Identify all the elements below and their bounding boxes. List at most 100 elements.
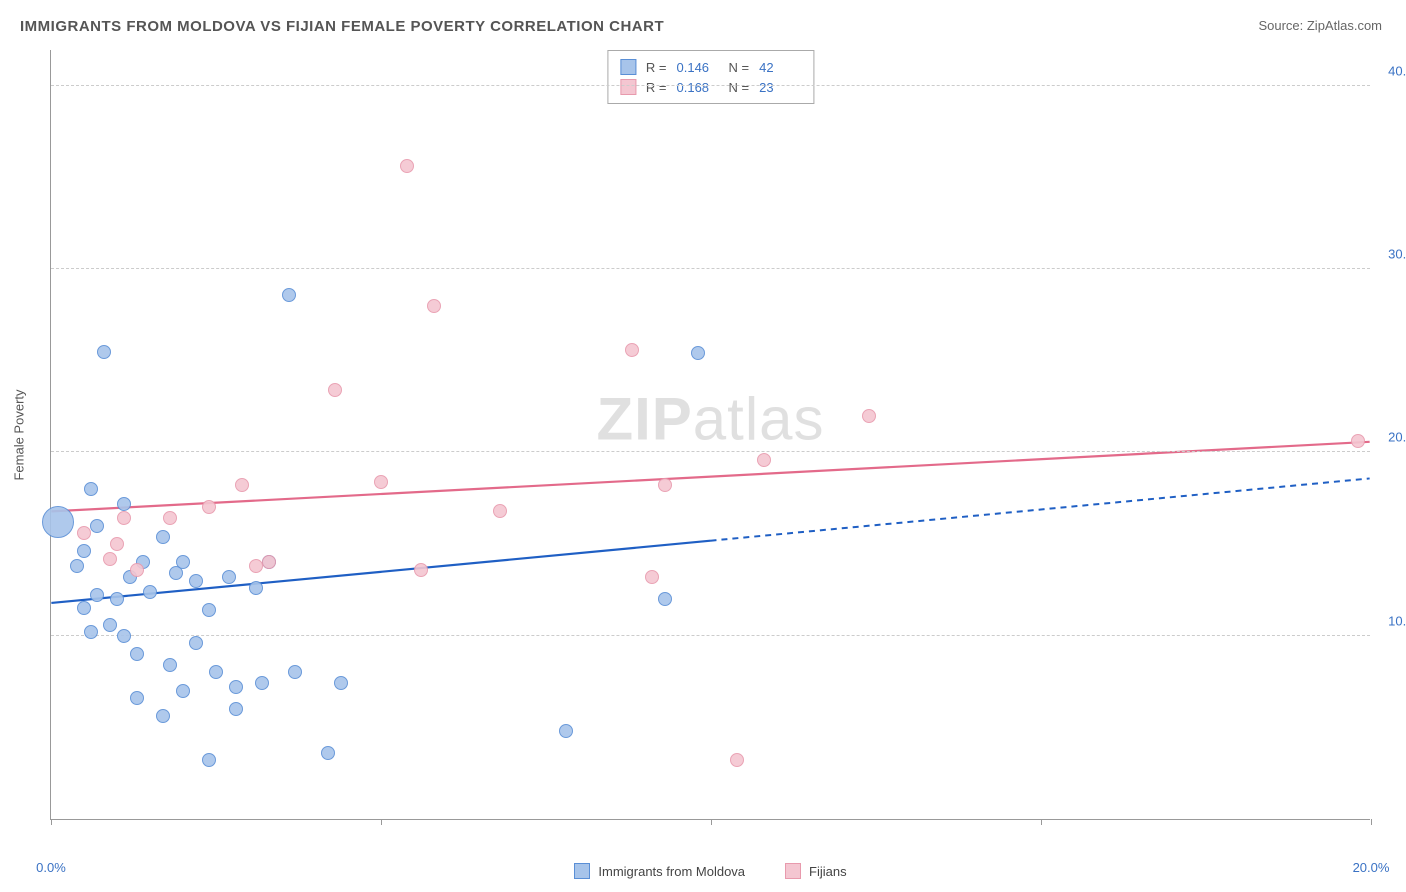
data-point — [202, 603, 216, 617]
data-point — [143, 585, 157, 599]
gridline — [51, 268, 1370, 269]
x-tick-label: 20.0% — [1353, 860, 1390, 875]
data-point — [328, 383, 342, 397]
data-point — [189, 574, 203, 588]
stat-r-2: 0.168 — [677, 80, 719, 95]
legend-item-2: Fijians — [785, 863, 847, 879]
data-point — [625, 343, 639, 357]
data-point — [288, 665, 302, 679]
data-point — [103, 552, 117, 566]
stat-r-label: R = — [646, 60, 667, 75]
data-point — [222, 570, 236, 584]
data-point — [90, 588, 104, 602]
data-point — [414, 563, 428, 577]
data-point — [730, 753, 744, 767]
data-point — [229, 680, 243, 694]
trend-lines — [51, 50, 1370, 819]
data-point — [84, 625, 98, 639]
legend-label-1: Immigrants from Moldova — [598, 864, 745, 879]
stats-legend: R = 0.146 N = 42 R = 0.168 N = 23 — [607, 50, 814, 104]
data-point — [1351, 434, 1365, 448]
data-point — [117, 511, 131, 525]
y-tick-label: 30.0% — [1375, 247, 1406, 262]
bottom-legend: Immigrants from Moldova Fijians — [51, 863, 1370, 879]
data-point — [249, 581, 263, 595]
data-point — [130, 691, 144, 705]
chart-plot-area: Female Poverty ZIPatlas R = 0.146 N = 42… — [50, 50, 1370, 820]
x-tick — [51, 819, 52, 825]
data-point — [427, 299, 441, 313]
stat-r-label-2: R = — [646, 80, 667, 95]
data-point — [84, 482, 98, 496]
data-point — [176, 684, 190, 698]
data-point — [400, 159, 414, 173]
data-point — [229, 702, 243, 716]
data-point — [130, 647, 144, 661]
data-point — [110, 537, 124, 551]
watermark: ZIPatlas — [596, 385, 824, 454]
data-point — [321, 746, 335, 760]
stats-row-2: R = 0.168 N = 23 — [620, 77, 801, 97]
data-point — [658, 478, 672, 492]
data-point — [103, 618, 117, 632]
data-point — [77, 526, 91, 540]
x-tick — [381, 819, 382, 825]
data-point — [110, 592, 124, 606]
stat-n-label: N = — [729, 60, 750, 75]
data-point — [249, 559, 263, 573]
data-point — [117, 497, 131, 511]
x-tick — [711, 819, 712, 825]
data-point — [282, 288, 296, 302]
data-point — [757, 453, 771, 467]
data-point — [202, 753, 216, 767]
data-point — [374, 475, 388, 489]
x-tick — [1371, 819, 1372, 825]
data-point — [255, 676, 269, 690]
data-point — [90, 519, 104, 533]
stats-row-1: R = 0.146 N = 42 — [620, 57, 801, 77]
data-point — [559, 724, 573, 738]
stat-n-2: 23 — [759, 80, 801, 95]
x-tick — [1041, 819, 1042, 825]
gridline — [51, 635, 1370, 636]
stat-n-label-2: N = — [729, 80, 750, 95]
data-point — [156, 709, 170, 723]
data-point — [77, 601, 91, 615]
data-point — [42, 506, 74, 538]
data-point — [209, 665, 223, 679]
data-point — [156, 530, 170, 544]
watermark-rest: atlas — [693, 386, 825, 453]
data-point — [235, 478, 249, 492]
legend-swatch-1 — [574, 863, 590, 879]
swatch-series-2 — [620, 79, 636, 95]
data-point — [493, 504, 507, 518]
y-tick-label: 10.0% — [1375, 613, 1406, 628]
data-point — [77, 544, 91, 558]
y-tick-label: 40.0% — [1375, 63, 1406, 78]
data-point — [691, 346, 705, 360]
data-point — [645, 570, 659, 584]
data-point — [189, 636, 203, 650]
data-point — [862, 409, 876, 423]
data-point — [70, 559, 84, 573]
chart-title: IMMIGRANTS FROM MOLDOVA VS FIJIAN FEMALE… — [20, 18, 664, 35]
data-point — [262, 555, 276, 569]
watermark-bold: ZIP — [596, 386, 692, 453]
stat-n-1: 42 — [759, 60, 801, 75]
data-point — [117, 629, 131, 643]
data-point — [658, 592, 672, 606]
y-tick-label: 20.0% — [1375, 430, 1406, 445]
data-point — [176, 555, 190, 569]
data-point — [202, 500, 216, 514]
x-tick-label: 0.0% — [36, 860, 66, 875]
data-point — [130, 563, 144, 577]
gridline — [51, 451, 1370, 452]
source-label: Source: ZipAtlas.com — [1258, 18, 1382, 33]
data-point — [163, 511, 177, 525]
stat-r-1: 0.146 — [677, 60, 719, 75]
legend-swatch-2 — [785, 863, 801, 879]
data-point — [334, 676, 348, 690]
data-point — [163, 658, 177, 672]
y-axis-title: Female Poverty — [12, 389, 27, 480]
data-point — [97, 345, 111, 359]
